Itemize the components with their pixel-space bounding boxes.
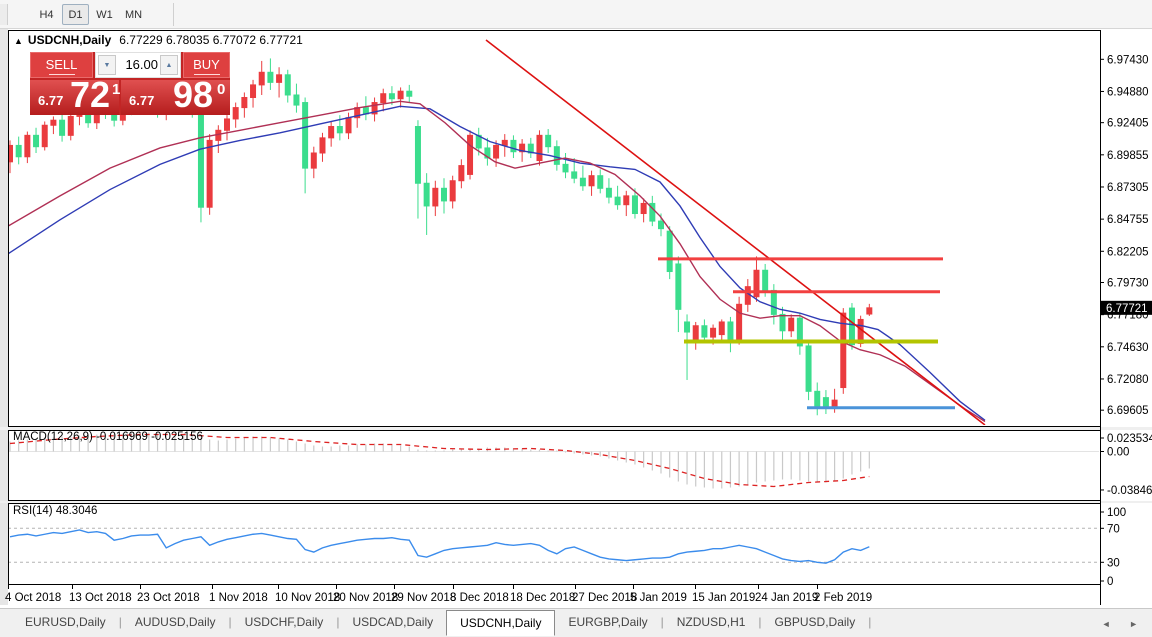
buy-price-prefix: 6.77 xyxy=(129,93,155,108)
price-axis[interactable]: 6.97430 6.94880 6.92405 6.89855 6.87305 6.847… xyxy=(1100,54,1152,588)
chart-canvas[interactable]: 6.97430 6.94880 6.92405 6.89855 6.87305 6.847… xyxy=(0,0,1152,608)
rsi-label: RSI(14) 48.3046 xyxy=(13,505,97,517)
sell-price-prefix: 6.77 xyxy=(38,93,64,108)
svg-text:27 Dec 2018: 27 Dec 2018 xyxy=(572,592,637,604)
svg-text:6.94880: 6.94880 xyxy=(1107,86,1149,98)
sell-price-pips: 72 xyxy=(70,74,111,115)
svg-text:0.023534: 0.023534 xyxy=(1107,433,1152,445)
svg-text:6.84755: 6.84755 xyxy=(1107,214,1149,226)
svg-text:1 Nov 2018: 1 Nov 2018 xyxy=(209,592,268,604)
chart-ohlc-header: ▲ USDCNH,Daily 6.77229 6.78035 6.77072 6.7… xyxy=(14,33,303,47)
svg-text:6.72080: 6.72080 xyxy=(1107,374,1149,386)
timeframe-button-w1[interactable]: W1 xyxy=(96,9,113,21)
buy-underline xyxy=(193,74,220,75)
volume-input[interactable]: 16.00 xyxy=(125,57,158,72)
sell-price-button[interactable]: 6.77 72 1 xyxy=(30,74,121,115)
svg-text:15 Jan 2019: 15 Jan 2019 xyxy=(692,592,755,604)
svg-text:6.79730: 6.79730 xyxy=(1107,277,1149,289)
chart-tab-nzdusd[interactable]: NZDUSD,H1 xyxy=(676,615,746,629)
chart-ohlc-values: 6.77229 6.78035 6.77072 6.77721 xyxy=(119,33,303,47)
tab-separator: | xyxy=(336,615,340,629)
volume-decrease-icon[interactable]: ▼ xyxy=(98,55,116,75)
date-axis[interactable]: 4 Oct 2018 13 Oct 2018 23 Oct 2018 1 Nov 20… xyxy=(5,585,872,604)
tab-separator: | xyxy=(118,615,122,629)
svg-text:24 Jan 2019: 24 Jan 2019 xyxy=(755,592,818,604)
tab-separator: | xyxy=(758,615,762,629)
svg-text:100: 100 xyxy=(1107,507,1126,519)
chart-tab-usdcnh[interactable]: USDCNH,Daily xyxy=(446,610,556,636)
svg-text:4 Oct 2018: 4 Oct 2018 xyxy=(5,592,61,604)
volume-increase-icon[interactable]: ▲ xyxy=(160,55,178,75)
rsi-line xyxy=(9,529,870,564)
svg-text:MACD(12,26,9) -0.016969 -0.025: MACD(12,26,9) -0.016969 -0.025156 xyxy=(13,431,203,443)
tab-separator: | xyxy=(660,615,664,629)
chart-tab-usdcad[interactable]: USDCAD,Daily xyxy=(352,615,434,629)
svg-text:23 Oct 2018: 23 Oct 2018 xyxy=(137,592,200,604)
macd-label: MACD(12,26,9) -0.016969 -0.025156 xyxy=(13,431,203,443)
volume-spinner: ▼ 16.00 ▲ xyxy=(95,52,181,78)
chart-tab-eurgbp[interactable]: EURGBP,Daily xyxy=(568,615,648,629)
sell-underline xyxy=(48,74,75,75)
chart-symbol-label: USDCNH,Daily xyxy=(27,33,112,47)
svg-text:0: 0 xyxy=(1107,576,1113,588)
toolbar-overflow-partial xyxy=(0,4,8,25)
svg-text:0.00: 0.00 xyxy=(1107,447,1129,459)
chart-tab-usdchf[interactable]: USDCHF,Daily xyxy=(244,615,324,629)
timeframe-button-h4[interactable]: H4 xyxy=(39,9,54,21)
chart-tab-gbpusd[interactable]: GBPUSD,Daily xyxy=(774,615,856,629)
descending-trendline[interactable] xyxy=(485,39,986,425)
tab-separator: | xyxy=(868,615,872,629)
svg-text:10 Nov 2018: 10 Nov 2018 xyxy=(275,592,340,604)
svg-text:6.77721: 6.77721 xyxy=(1106,303,1148,315)
timeframe-button-d1[interactable]: D1 xyxy=(62,4,89,25)
svg-text:8 Dec 2018: 8 Dec 2018 xyxy=(450,592,509,604)
tab-separator: | xyxy=(228,615,232,629)
svg-text:5 Jan 2019: 5 Jan 2019 xyxy=(630,592,687,604)
svg-text:13 Oct 2018: 13 Oct 2018 xyxy=(69,592,132,604)
buy-button[interactable]: BUY xyxy=(183,52,230,78)
svg-text:6.74630: 6.74630 xyxy=(1107,342,1149,354)
chart-tab-bar: EURUSD,Daily | AUDUSD,Daily | USDCHF,Daily | U… xyxy=(0,608,1152,637)
svg-text:29 Nov 2018: 29 Nov 2018 xyxy=(391,592,456,604)
rsi-pane[interactable] xyxy=(8,527,1100,564)
tab-scroll-arrows[interactable]: ◄ ► xyxy=(1101,619,1146,629)
svg-text:2 Feb 2019: 2 Feb 2019 xyxy=(814,592,872,604)
ma-slow-line xyxy=(9,105,986,421)
chart-tab-eurusd[interactable]: EURUSD,Daily xyxy=(25,615,106,629)
one-click-trade-panel: SELL ▼ 16.00 ▲ BUY 6.77 72 1 6.77 98 0 xyxy=(30,52,230,115)
sell-price-point: 1 xyxy=(112,81,121,98)
panel-collapse-icon[interactable]: ▲ xyxy=(14,36,23,46)
macd-signal-line xyxy=(9,433,870,488)
svg-text:6.87305: 6.87305 xyxy=(1107,182,1149,194)
svg-text:18 Dec 2018: 18 Dec 2018 xyxy=(510,592,575,604)
macd-pane[interactable] xyxy=(8,432,1100,489)
chart-tab-audusd[interactable]: AUDUSD,Daily xyxy=(134,615,216,629)
sell-button[interactable]: SELL xyxy=(30,52,93,78)
svg-text:30: 30 xyxy=(1107,557,1120,569)
svg-text:6.82205: 6.82205 xyxy=(1107,246,1149,258)
svg-text:-0.038466: -0.038466 xyxy=(1107,485,1152,497)
svg-text:70: 70 xyxy=(1107,523,1120,535)
svg-text:6.92405: 6.92405 xyxy=(1107,118,1149,130)
svg-text:6.89855: 6.89855 xyxy=(1107,150,1149,162)
buy-price-point: 0 xyxy=(217,81,226,98)
svg-text:6.69605: 6.69605 xyxy=(1107,405,1149,417)
toolbar-separator xyxy=(173,3,174,26)
timeframe-button-mn[interactable]: MN xyxy=(124,9,143,21)
svg-text:6.97430: 6.97430 xyxy=(1107,54,1149,66)
svg-text:20 Nov 2018: 20 Nov 2018 xyxy=(333,592,398,604)
timeframe-toolbar: H4 D1 W1 MN xyxy=(0,0,1152,29)
price-chart-pane[interactable] xyxy=(8,39,986,425)
buy-price-pips: 98 xyxy=(173,74,214,115)
current-price-tag xyxy=(1101,300,1152,315)
buy-price-button[interactable]: 6.77 98 0 xyxy=(121,74,230,115)
